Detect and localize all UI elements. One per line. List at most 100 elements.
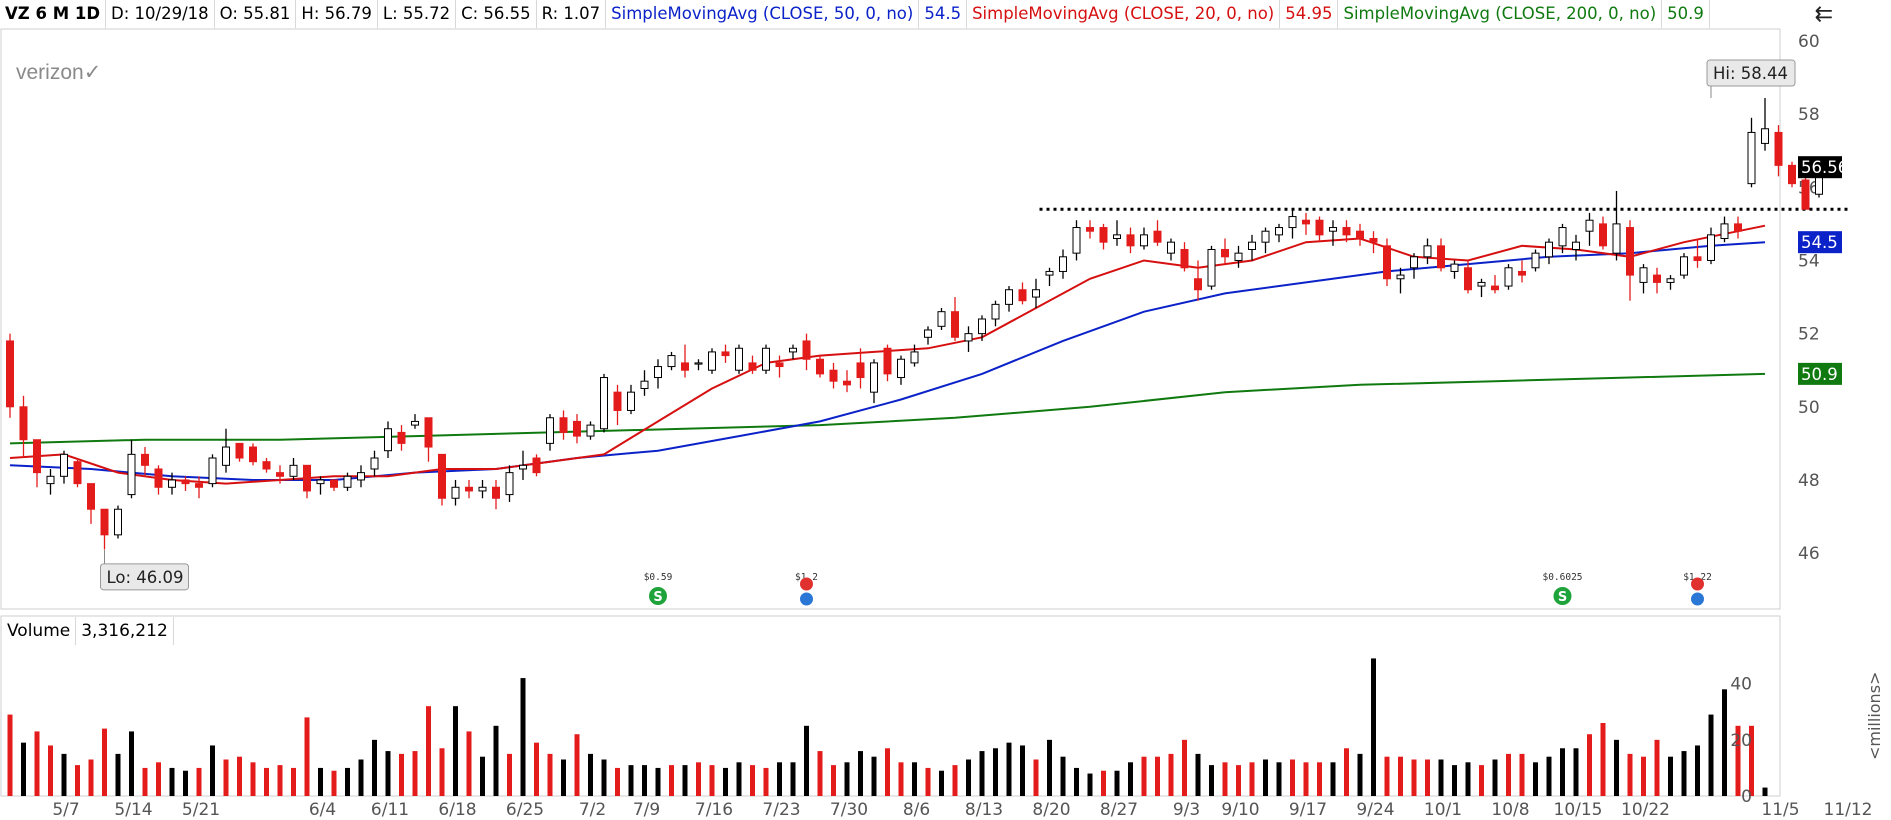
low-label: L: 55.72: [378, 0, 457, 28]
candle-down: [235, 442, 244, 459]
price-tag-label: 56.56: [1801, 158, 1848, 177]
candle-up: [627, 391, 635, 411]
volume-bar: [1533, 762, 1538, 796]
event-label: $0.6025: [1542, 572, 1582, 583]
candle-down: [532, 457, 541, 474]
volume-bar: [1074, 767, 1079, 796]
candle-up: [1585, 219, 1594, 232]
date-tick-label: 11/5: [1761, 800, 1799, 820]
volume-bar: [156, 762, 161, 796]
candle-up: [1059, 256, 1067, 272]
price-tag-label: 54.5: [1801, 233, 1838, 252]
volume-bar: [898, 762, 904, 796]
volume-bar: [1033, 759, 1039, 796]
candle-down: [1788, 164, 1796, 185]
volume-bar: [966, 759, 971, 796]
candle-up: [370, 457, 379, 470]
candle-up: [1504, 267, 1513, 287]
volume-bar: [1317, 762, 1322, 796]
volume-bar: [1344, 748, 1349, 796]
candle-down: [1801, 179, 1810, 210]
volume-bar: [993, 748, 998, 796]
volume-bar: [1047, 739, 1052, 796]
date-tick-label: 10/15: [1554, 800, 1603, 820]
date-tick-label: 5/7: [52, 800, 79, 820]
volume-bar: [628, 765, 634, 796]
candle-up: [1572, 241, 1580, 250]
volume-bar: [1600, 723, 1606, 796]
price-tick-label: 54: [1798, 251, 1820, 271]
sma200-line: [9, 372, 1766, 445]
collapse-icon[interactable]: ⇇: [1814, 2, 1833, 27]
candle-up: [1477, 281, 1486, 287]
candle-up: [208, 457, 217, 485]
earnings-info-icon: [800, 592, 813, 606]
candle-down: [276, 472, 284, 477]
volume-bar: [885, 748, 890, 796]
price-panel-frame: [0, 28, 1781, 610]
volume-bar: [1236, 765, 1241, 796]
volume-bar: [1722, 689, 1727, 796]
candle-up: [1410, 256, 1418, 269]
candle-up: [1680, 256, 1688, 276]
date-tick-label: 6/11: [371, 800, 409, 820]
candle-down: [1221, 248, 1229, 258]
date-tick-label: 7/23: [762, 800, 800, 820]
high-label: H: 56.79: [296, 0, 378, 28]
volume-bar: [588, 753, 593, 796]
candle-up: [546, 417, 554, 444]
volume-bar: [642, 765, 647, 796]
candle-down: [195, 483, 203, 488]
candle-down: [1599, 223, 1607, 247]
candle-up: [897, 358, 905, 379]
candle-up: [667, 355, 676, 368]
volume-bar: [196, 767, 202, 796]
volume-bar: [1101, 770, 1106, 796]
volume-bar: [1182, 739, 1187, 796]
volume-axis-label: <millions>: [1865, 672, 1884, 760]
candle-up: [1558, 227, 1567, 247]
volume-tick-label: 40: [1730, 675, 1752, 695]
candle-down: [19, 406, 28, 441]
volume-bar: [763, 767, 769, 796]
volume-bar: [88, 759, 94, 796]
symbol-label[interactable]: VZ 6 M 1D: [0, 0, 107, 28]
candle-down: [1518, 270, 1526, 276]
volume-bar: [142, 767, 148, 796]
volume-bar: [1020, 745, 1025, 796]
candle-down: [1099, 227, 1108, 243]
volume-bar: [723, 767, 728, 796]
earnings-icon: [1691, 577, 1704, 591]
volume-bar: [237, 756, 242, 796]
volume-bar: [1128, 762, 1133, 796]
sma200-legend[interactable]: SimpleMovingAvg (CLOSE, 200, 0, no): [1338, 0, 1663, 28]
date-tick-label: 9/17: [1289, 800, 1327, 820]
volume-bar: [858, 751, 863, 796]
candle-up: [1275, 227, 1283, 236]
candle-down: [816, 358, 824, 375]
candle-up: [924, 329, 932, 338]
candle-up: [937, 311, 946, 327]
volume-bar: [831, 765, 836, 796]
candle-down: [397, 431, 406, 444]
sma50-legend[interactable]: SimpleMovingAvg (CLOSE, 50, 0, no): [606, 0, 920, 28]
candle-down: [775, 362, 784, 368]
price-tag: [1798, 156, 1842, 179]
date-tick-label: 6/25: [506, 800, 544, 820]
candle-up: [1639, 267, 1648, 283]
volume-bar: [183, 770, 188, 796]
candle-up: [1450, 263, 1459, 272]
price-tick-label: 58: [1798, 105, 1820, 125]
candle-down: [1018, 289, 1027, 302]
date-tick-label: 11/12: [1824, 800, 1873, 820]
volume-bar: [1087, 773, 1093, 796]
volume-bar: [115, 753, 121, 796]
volume-bar: [1222, 762, 1228, 796]
candle-down: [829, 369, 838, 382]
volume-bar: [318, 767, 323, 796]
candle-up: [1207, 248, 1216, 287]
sma20-legend[interactable]: SimpleMovingAvg (CLOSE, 20, 0, no): [967, 0, 1281, 28]
volume-bar: [1411, 759, 1417, 796]
candle-down: [883, 347, 892, 375]
